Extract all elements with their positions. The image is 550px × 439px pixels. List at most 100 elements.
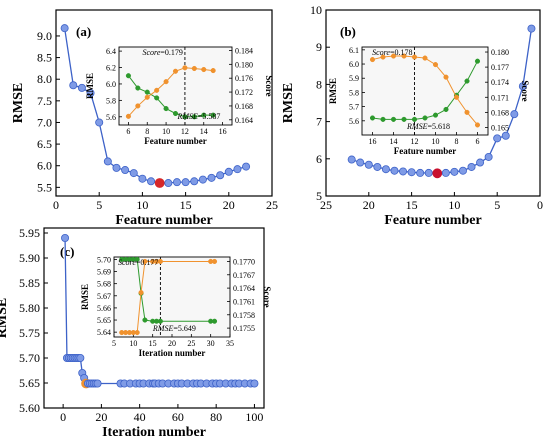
inset-point-score: [142, 258, 148, 264]
inset-point-score: [380, 54, 386, 60]
inset-y2-axis-label: Score: [262, 286, 272, 307]
inset-point-rmse: [411, 116, 418, 122]
y-tick-label: 5.75: [19, 326, 40, 340]
inset-point-score: [157, 258, 163, 264]
inset-y2-tick-label: 0.180: [235, 60, 253, 69]
y-axis-label: RMSE: [11, 83, 26, 123]
data-point: [61, 233, 70, 242]
inset-y2-tick-label: 0.174: [491, 78, 509, 87]
score-annotation-name: Score: [372, 48, 390, 57]
rmse-annotation-value: =5.587: [198, 112, 221, 121]
data-point: [476, 158, 485, 167]
inset-point-score: [182, 65, 188, 71]
x-tick-label: 5: [96, 198, 102, 212]
data-point: [373, 162, 382, 171]
x-tick-label: 40: [134, 410, 146, 424]
data-point: [242, 162, 251, 171]
data-point: [233, 165, 242, 174]
data-point: [93, 379, 102, 388]
inset-point-rmse: [157, 318, 163, 324]
inset-point-score: [443, 74, 449, 80]
inset-point-score: [210, 68, 216, 74]
inset-x-tick-label: 10: [162, 127, 170, 136]
data-point: [416, 168, 425, 177]
inset-point-score: [163, 79, 169, 85]
y-tick-label: 5: [316, 189, 322, 203]
inset-y-tick-label: 6.4: [106, 47, 116, 56]
inset-x-axis-label: Iteration number: [139, 348, 206, 358]
data-point: [112, 163, 121, 172]
inset-point-rmse: [464, 78, 470, 84]
data-point: [60, 24, 69, 33]
panel-label: (b): [340, 24, 356, 39]
inset-y2-tick-label: 0.177: [491, 63, 509, 72]
y-tick-label: 5.60: [19, 401, 40, 415]
inset-point-rmse: [182, 114, 188, 120]
y-tick-label: 7: [316, 115, 322, 129]
inset-point-score: [390, 53, 397, 59]
panel-label: (c): [60, 244, 74, 259]
inset-y-tick-label: 5.67: [97, 292, 111, 301]
inset-point-score: [201, 66, 207, 73]
data-point: [207, 173, 216, 182]
data-point: [518, 82, 527, 91]
inset-y-axis-label: RMSE: [80, 284, 90, 310]
inset-point-rmse: [210, 112, 216, 118]
inset-x-tick-label: 20: [168, 339, 176, 348]
data-point: [450, 167, 459, 176]
inset-y2-tick-label: 0.172: [235, 88, 253, 97]
data-point: [172, 178, 181, 187]
score-annotation: Score=0.178: [372, 48, 412, 57]
inset-point-rmse: [432, 112, 439, 118]
inset-y-tick-label: 6.2: [106, 64, 116, 73]
inset-x-tick-label: 25: [187, 339, 195, 348]
x-tick-label: 10: [448, 198, 460, 212]
data-point: [399, 167, 408, 176]
data-point: [493, 134, 502, 143]
inset-y2-axis-label: Score: [520, 80, 530, 101]
inset-x-tick-label: 14: [390, 137, 398, 146]
y-tick-label: 5.85: [19, 276, 40, 290]
y-tick-label: 8.0: [37, 72, 52, 86]
data-point: [250, 379, 259, 388]
inset-y-tick-label: 5.6: [106, 113, 116, 122]
inset-y2-tick-label: 0.165: [491, 123, 509, 132]
inset-y-tick-label: 5.6: [349, 117, 359, 126]
data-point: [467, 162, 476, 171]
inset-y2-tick-label: 0.171: [491, 93, 509, 102]
inset-point-score: [464, 109, 470, 115]
inset-point-score: [474, 122, 481, 128]
x-tick-label: 5: [494, 198, 500, 212]
rmse-annotation-name: RMSE: [152, 324, 174, 333]
inset-x-tick-label: 35: [226, 339, 234, 348]
inset-y2-tick-label: 0.1767: [233, 271, 255, 280]
data-point: [407, 168, 416, 177]
y-axis-label: RMSE: [281, 83, 296, 123]
plot-frame: [325, 9, 541, 197]
inset-series-score: [128, 67, 214, 117]
data-point: [527, 24, 536, 33]
score-annotation: Score=0.177: [118, 258, 158, 267]
highlight-point: [154, 178, 165, 188]
x-axis-label: Iteration number: [102, 425, 206, 439]
rmse-annotation-value: =5.618: [427, 122, 450, 131]
inset-y2-tick-label: 0.184: [235, 46, 253, 55]
inset-y-axis-label: RMSE: [85, 73, 95, 99]
inset-y-tick-label: 6.0: [349, 60, 359, 69]
data-point: [390, 166, 399, 175]
inset-point-rmse: [125, 73, 131, 79]
score-annotation-name: Score: [142, 48, 160, 57]
rmse-annotation: RMSE=5.649: [152, 324, 196, 333]
panel-label: (a): [76, 24, 91, 39]
inset-x-tick-label: 10: [129, 339, 137, 348]
panel-c: 0 20 40 60 80 100 5.60 5.65 5.70 5.75 5.80 5.85 5.90…: [0, 226, 272, 439]
data-point: [190, 177, 199, 186]
data-point: [69, 81, 78, 90]
x-tick-label: 60: [172, 410, 184, 424]
inset-x-axis-label: Feature number: [394, 146, 457, 156]
inset-y-axis-label: RMSE: [328, 78, 338, 104]
inset-x-tick-label: 14: [200, 127, 208, 136]
inset-y-tick-label: 5.8: [106, 96, 116, 105]
x-tick-label: 100: [245, 410, 263, 424]
